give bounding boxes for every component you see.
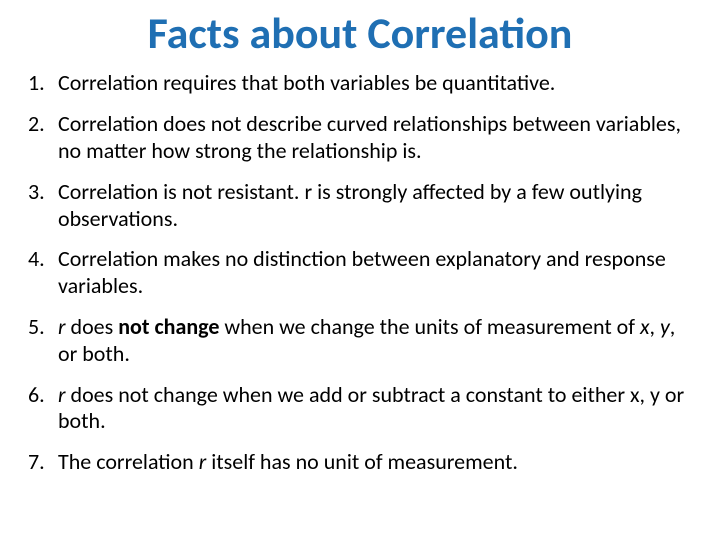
list-item-text: The correlation r itself has no unit of … bbox=[58, 448, 518, 475]
list-item-text: Correlation makes no distinction between… bbox=[58, 245, 666, 299]
list-item: r does not change when we change the uni… bbox=[28, 314, 692, 368]
list-item: Correlation is not resistant. r is stron… bbox=[28, 179, 692, 233]
list-item: Correlation does not describe curved rel… bbox=[28, 111, 692, 165]
list-item: Correlation requires that both variables… bbox=[28, 70, 692, 97]
list-item-text: Correlation does not describe curved rel… bbox=[58, 110, 681, 164]
slide-title: Facts about Correlation bbox=[28, 10, 692, 56]
list-item-text: r does not change when we change the uni… bbox=[58, 313, 675, 367]
list-item: Correlation makes no distinction between… bbox=[28, 246, 692, 300]
list-item-text: Correlation is not resistant. r is stron… bbox=[58, 178, 642, 232]
list-item: r does not change when we add or subtrac… bbox=[28, 382, 692, 436]
list-item-text: r does not change when we add or subtrac… bbox=[58, 381, 684, 435]
slide: Facts about Correlation Correlation requ… bbox=[0, 0, 720, 540]
facts-list: Correlation requires that both variables… bbox=[28, 70, 692, 476]
list-item-text: Correlation requires that both variables… bbox=[58, 69, 555, 96]
list-item: The correlation r itself has no unit of … bbox=[28, 449, 692, 476]
